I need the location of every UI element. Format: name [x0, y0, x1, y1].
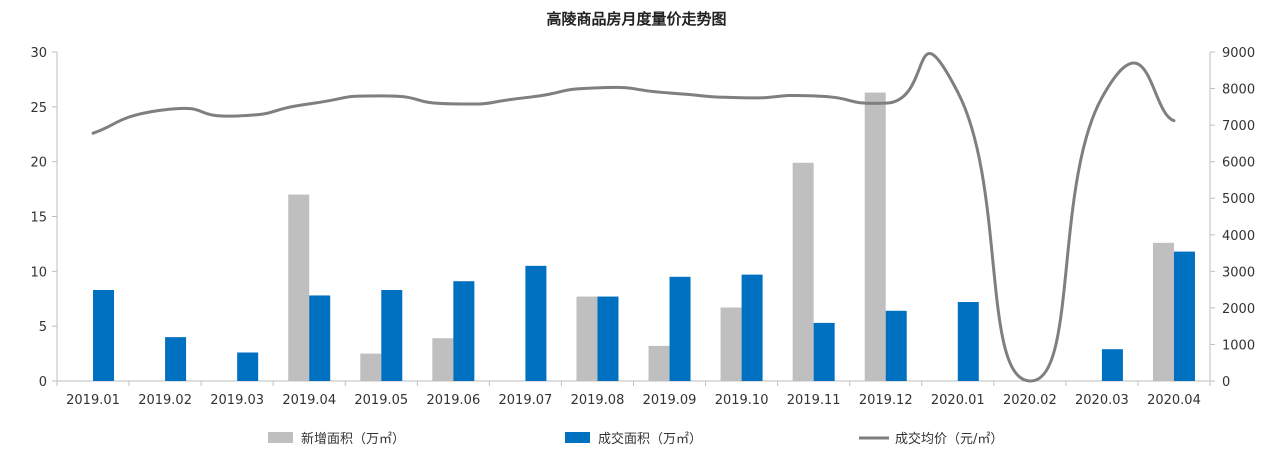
bar-deal-area: [957, 302, 979, 381]
legend-label: 新增面积（万㎡）: [301, 431, 405, 447]
right-tick-label: 2000: [1222, 302, 1255, 317]
right-tick-label: 6000: [1222, 156, 1255, 171]
bar-deal-area: [381, 289, 403, 381]
bar-new-area: [576, 296, 598, 381]
right-tick-label: 1000: [1222, 338, 1255, 353]
x-tick-label: 2019.02: [138, 393, 192, 408]
right-tick-label: 8000: [1222, 83, 1255, 98]
bar-deal-area: [1101, 349, 1123, 381]
bar-deal-area: [1173, 251, 1195, 381]
x-tick-label: 2019.09: [643, 393, 697, 408]
x-tick-label: 2020.04: [1147, 393, 1201, 408]
right-tick-label: 3000: [1222, 265, 1255, 280]
x-tick-label: 2019.03: [210, 393, 264, 408]
bar-new-area: [288, 194, 310, 381]
x-tick-label: 2019.07: [499, 393, 553, 408]
bar-deal-area: [165, 337, 187, 381]
left-tick-label: 25: [30, 101, 47, 116]
bars-layer: [93, 92, 1195, 382]
bar-new-area: [1152, 242, 1174, 381]
left-tick-label: 10: [30, 265, 47, 280]
bar-deal-area: [309, 295, 331, 381]
line-avg-price: [91, 52, 1176, 383]
axes-layer: 0 5 10 15 20 25 30 0 1000 2000 3000 4000 5000 6000 700…: [30, 46, 1255, 408]
bar-new-area: [648, 345, 670, 381]
bar-deal-area: [597, 296, 619, 381]
right-tick-label: 4000: [1222, 229, 1255, 244]
bar-new-area: [360, 353, 382, 381]
right-tick-label: 5000: [1222, 192, 1255, 207]
left-tick-label: 15: [30, 211, 47, 226]
legend-swatch: [565, 432, 590, 443]
left-tick-label: 20: [30, 156, 47, 171]
left-tick-label: 5: [39, 320, 47, 335]
bar-deal-area: [237, 352, 259, 381]
bar-deal-area: [669, 276, 691, 381]
x-tick-label: 2019.11: [787, 393, 841, 408]
left-tick-label: 30: [30, 46, 47, 61]
bar-deal-area: [453, 281, 475, 381]
x-tick-label: 2020.01: [931, 393, 985, 408]
x-tick-label: 2019.04: [282, 393, 336, 408]
right-tick-label: 7000: [1222, 119, 1255, 134]
legend: 新增面积（万㎡） 成交面积（万㎡） 成交均价（元/㎡）: [268, 431, 1003, 447]
x-tick-label: 2020.03: [1075, 393, 1129, 408]
bar-new-area: [792, 162, 814, 381]
x-tick-label: 2019.08: [571, 393, 625, 408]
legend-swatch: [268, 432, 293, 443]
x-tick-label: 2019.05: [354, 393, 408, 408]
bar-new-area: [216, 380, 238, 382]
legend-label: 成交面积（万㎡）: [598, 431, 702, 447]
x-tick-label: 2019.06: [426, 393, 480, 408]
bar-deal-area: [741, 274, 763, 381]
x-tick-label: 2020.02: [1003, 393, 1057, 408]
bar-deal-area: [525, 265, 547, 381]
x-tick-label: 2019.01: [66, 393, 120, 408]
bar-new-area: [432, 338, 454, 381]
bar-new-area: [720, 307, 742, 381]
legend-label: 成交均价（元/㎡）: [895, 431, 1003, 447]
bar-new-area: [864, 92, 886, 382]
line-layer: [91, 52, 1176, 383]
x-tick-label: 2019.10: [715, 393, 769, 408]
x-tick-label: 2019.12: [859, 393, 913, 408]
right-tick-label: 9000: [1222, 46, 1255, 61]
bar-deal-area: [93, 289, 115, 381]
left-tick-label: 0: [39, 375, 47, 390]
right-tick-label: 0: [1222, 375, 1230, 390]
bar-deal-area: [885, 310, 907, 381]
bar-deal-area: [813, 322, 835, 381]
chart-title: 高陵商品房月度量价走势图: [546, 10, 727, 28]
